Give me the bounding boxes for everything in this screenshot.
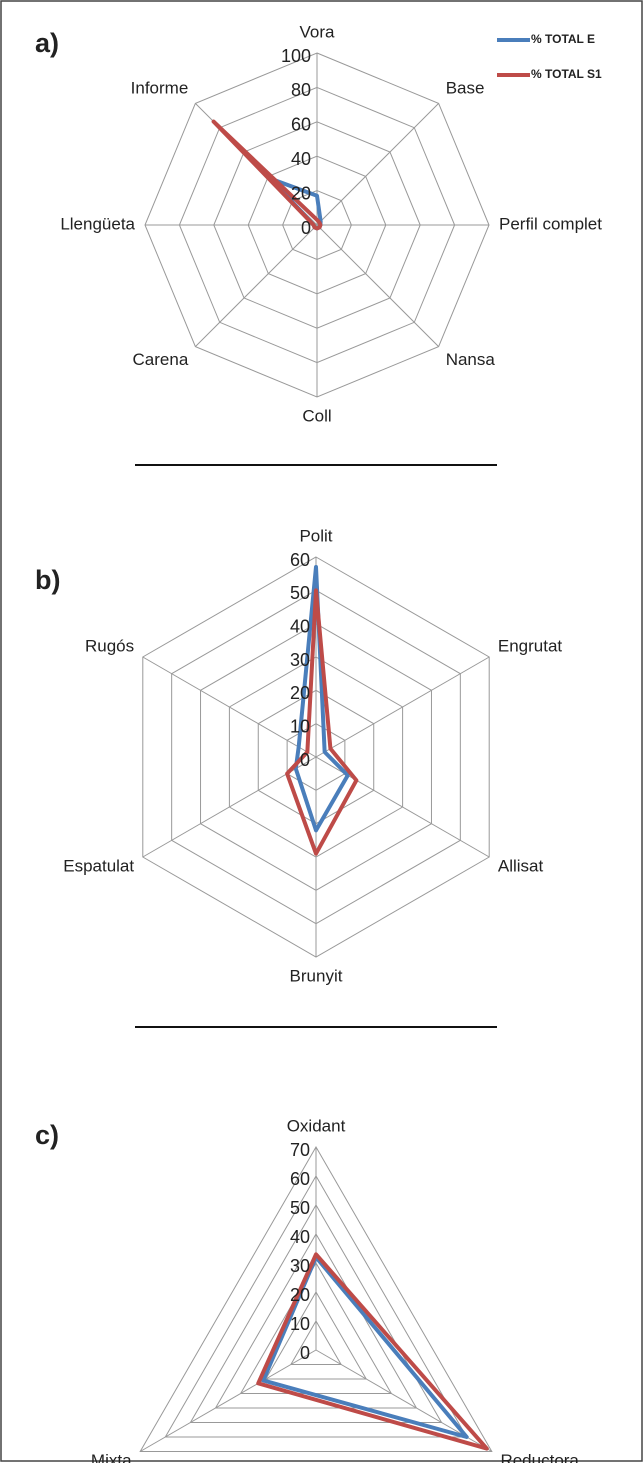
tick-label: 50 bbox=[290, 1198, 310, 1218]
spoke bbox=[195, 224, 318, 347]
tick-label: 100 bbox=[281, 46, 311, 66]
category-label: Engrutat bbox=[498, 636, 563, 655]
legend-label: % TOTAL S1 bbox=[531, 67, 602, 81]
tick-label: 60 bbox=[290, 1169, 310, 1189]
grid-ring bbox=[290, 1320, 342, 1365]
tick-label: 0 bbox=[300, 750, 310, 770]
spoke bbox=[315, 656, 490, 758]
tick-label: 30 bbox=[290, 1256, 310, 1276]
series-line bbox=[261, 1255, 469, 1439]
category-label: Allisat bbox=[498, 856, 544, 875]
tick-label: 80 bbox=[291, 80, 311, 100]
grid-ring bbox=[264, 1290, 368, 1380]
category-label: Vora bbox=[300, 22, 336, 41]
tick-label: 10 bbox=[290, 1314, 310, 1334]
category-label: Base bbox=[446, 79, 485, 98]
grid-ring bbox=[214, 1233, 418, 1409]
category-label: Carena bbox=[133, 350, 189, 369]
spoke bbox=[139, 1349, 317, 1452]
tick-label: 60 bbox=[290, 550, 310, 570]
tick-label: 40 bbox=[290, 616, 310, 636]
grid-ring bbox=[189, 1203, 443, 1423]
tick-label: 70 bbox=[290, 1140, 310, 1160]
category-label: Llengüeta bbox=[60, 214, 135, 233]
spoke bbox=[316, 224, 439, 347]
tick-label: 20 bbox=[290, 683, 310, 703]
category-label: Reductora bbox=[500, 1451, 579, 1463]
category-label: Coll bbox=[302, 406, 331, 425]
tick-label: 10 bbox=[290, 716, 310, 736]
grid-ring bbox=[164, 1174, 468, 1438]
category-label: Espatulat bbox=[63, 856, 134, 875]
category-label: Nansa bbox=[446, 350, 496, 369]
tick-label: 60 bbox=[291, 115, 311, 135]
tick-label: 20 bbox=[291, 183, 311, 203]
spoke bbox=[142, 656, 317, 758]
category-label: Perfil complet bbox=[499, 214, 602, 233]
tick-label: 40 bbox=[290, 1227, 310, 1247]
category-label: Oxidant bbox=[287, 1116, 346, 1135]
spoke bbox=[316, 103, 439, 226]
tick-label: 20 bbox=[290, 1285, 310, 1305]
tick-label: 50 bbox=[290, 583, 310, 603]
grid-ring bbox=[139, 1146, 493, 1452]
panel-label: b) bbox=[35, 565, 60, 595]
category-label: Informe bbox=[131, 79, 189, 98]
legend-label: % TOTAL E bbox=[531, 32, 595, 46]
series-line bbox=[285, 588, 359, 856]
panel-label: c) bbox=[35, 1120, 59, 1150]
panel-label: a) bbox=[35, 28, 59, 58]
tick-label: 30 bbox=[290, 650, 310, 670]
series-line bbox=[256, 1252, 489, 1451]
series-line bbox=[293, 565, 350, 833]
category-label: Mixta bbox=[91, 1451, 132, 1463]
tick-label: 40 bbox=[291, 149, 311, 169]
category-label: Rugós bbox=[85, 636, 134, 655]
tick-label: 0 bbox=[301, 218, 311, 238]
category-label: Polit bbox=[299, 526, 332, 545]
tick-label: 0 bbox=[300, 1343, 310, 1363]
category-label: Brunyit bbox=[290, 966, 343, 985]
series-line bbox=[211, 119, 323, 231]
